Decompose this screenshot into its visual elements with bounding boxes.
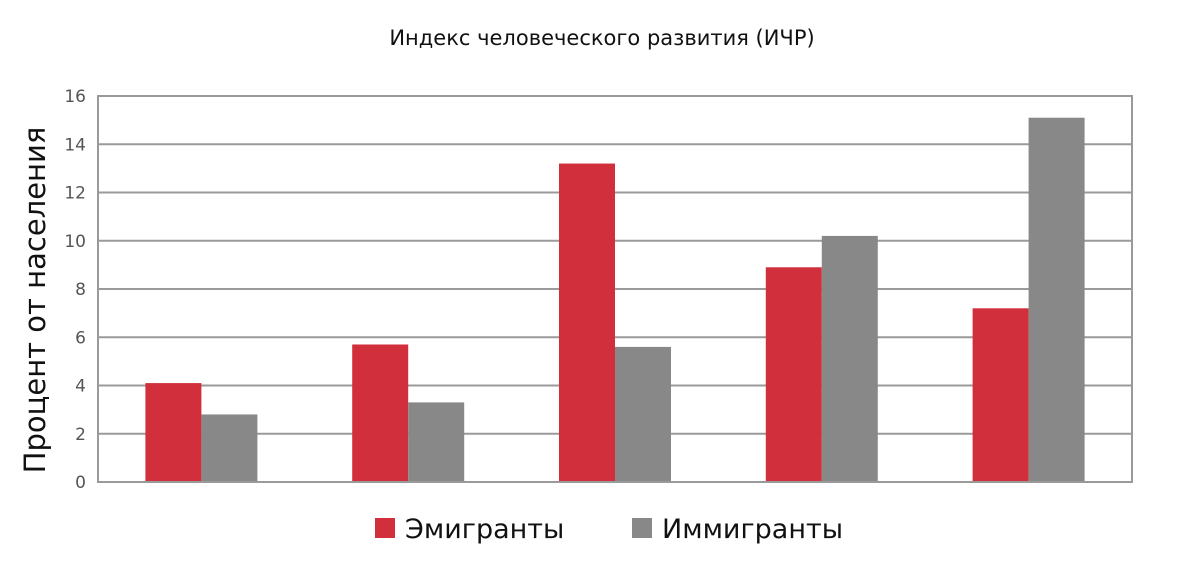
y-tick-label: 10 — [64, 232, 86, 252]
bar-immigrants-5 — [1028, 117, 1085, 483]
bar-emigrants-4 — [765, 267, 822, 482]
y-tick-label: 8 — [75, 280, 86, 300]
y-tick-label: 2 — [75, 425, 86, 445]
y-tick-label: 12 — [64, 184, 86, 204]
chart-title: Индекс человеческого развития (ИЧР) — [389, 26, 814, 50]
bar-immigrants-3 — [615, 346, 671, 482]
y-tick-label: 6 — [75, 328, 86, 348]
bar-immigrants-4 — [821, 235, 878, 482]
legend-label-immigrants: Иммигранты — [662, 514, 843, 545]
y-axis-label: Процент от населения — [18, 127, 52, 474]
bars — [145, 117, 1085, 483]
legend: Эмигранты Иммигранты — [375, 514, 843, 545]
y-axis-ticks: 0 2 4 6 8 10 12 14 16 — [64, 87, 86, 493]
bar-immigrants-1 — [201, 414, 258, 482]
y-tick-label: 16 — [64, 87, 86, 107]
y-tick-label: 4 — [75, 377, 86, 397]
legend-swatch-emigrants — [375, 518, 395, 538]
y-tick-label: 0 — [75, 473, 86, 493]
bar-immigrants-2 — [408, 402, 465, 482]
bar-emigrants-1 — [145, 383, 202, 482]
legend-label-emigrants: Эмигранты — [405, 514, 564, 545]
bar-emigrants-3 — [559, 163, 615, 483]
plot-frame — [97, 95, 1133, 483]
bar-emigrants-5 — [972, 308, 1029, 482]
y-tick-label: 14 — [64, 135, 86, 155]
bar-emigrants-2 — [352, 344, 409, 482]
legend-swatch-immigrants — [632, 518, 652, 538]
